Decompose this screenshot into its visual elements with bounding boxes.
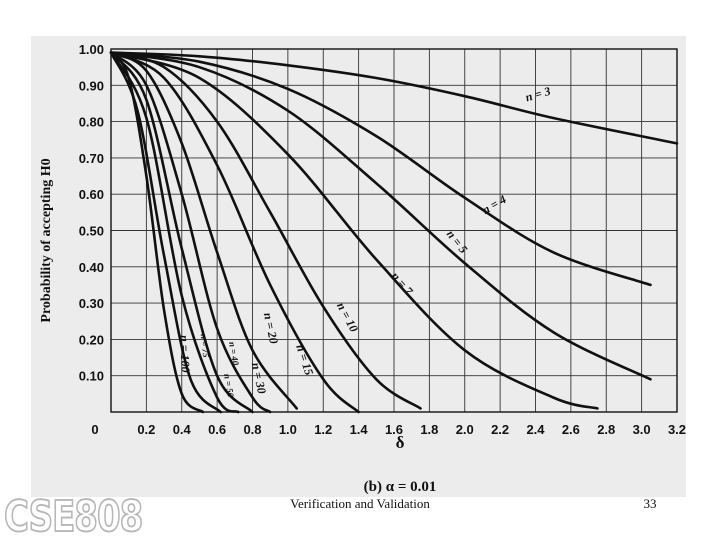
x-tick-label: 1.4	[350, 422, 369, 437]
page-number: 33	[643, 496, 657, 511]
series-line	[109, 51, 205, 414]
x-tick-label: 1.8	[420, 422, 438, 437]
cse808-logo: CSE808	[3, 491, 144, 542]
x-tick-label: 0.8	[243, 422, 261, 437]
y-tick-label: 0.90	[79, 78, 104, 93]
y-axis-label: Probability of accepting H0	[39, 158, 54, 322]
series-label: n = 75	[199, 333, 211, 358]
series-line	[109, 51, 298, 410]
series-label: n = 4	[479, 192, 508, 217]
series-line	[109, 51, 272, 414]
series-label: n = 15	[293, 343, 316, 377]
x-tick-label: 2.8	[597, 422, 615, 437]
y-tick-label: 0.20	[79, 332, 104, 347]
x-tick-label: 1.0	[279, 422, 297, 437]
x-tick-label: 1.2	[314, 422, 332, 437]
series-label: n = 40	[227, 341, 241, 367]
y-tick-label: 0.10	[79, 369, 104, 384]
x-tick-label: 0.4	[173, 422, 192, 437]
y-tick-label: 1.00	[79, 42, 104, 57]
series-label: n = 7	[389, 269, 417, 298]
footer-title: Verification and Validation	[290, 496, 430, 511]
chart-title: (b) α = 0.01	[364, 479, 437, 495]
series-label: n = 30	[249, 361, 269, 395]
series-line	[109, 51, 652, 381]
series-label: n = 50	[222, 373, 236, 399]
y-tick-label: 0.30	[79, 296, 104, 311]
chart-figure: 0 0.2 0.4 0.6 0.8 1.0 1.2 1.4 1.6 1.8 2.0 2.2 2.4 2.6…	[31, 36, 686, 497]
y-tick-label: 0.80	[79, 115, 104, 130]
series-line	[109, 51, 422, 410]
x-tick-label: 2.6	[562, 422, 580, 437]
x-tick-label: 2.2	[491, 422, 509, 437]
series-line	[109, 51, 254, 414]
series-label: n = 20	[261, 311, 281, 345]
series-line	[109, 51, 679, 145]
x-tick-label: 0.6	[208, 422, 226, 437]
series-line	[109, 51, 360, 414]
x-tick-label: 3.2	[668, 422, 686, 437]
x-tick-label: 0	[91, 422, 98, 437]
x-tick-label: 3.0	[633, 422, 651, 437]
x-tick-label: 0.2	[137, 422, 155, 437]
x-axis-label: δ	[396, 433, 405, 452]
y-tick-label: 0.70	[79, 151, 104, 166]
series-line	[109, 51, 599, 410]
x-tick-label: 2.4	[526, 422, 545, 437]
series-line	[109, 51, 240, 414]
series-label: n = 3	[524, 84, 552, 104]
series-label: n = 5	[444, 227, 471, 256]
series-label: n = 100	[177, 335, 192, 373]
series-line	[109, 51, 652, 287]
y-tick-label: 0.60	[79, 187, 104, 202]
chart: 0 0.2 0.4 0.6 0.8 1.0 1.2 1.4 1.6 1.8 2.0 2.2 2.4 2.6…	[39, 42, 686, 495]
y-tick-label: 0.50	[79, 224, 104, 239]
y-tick-label: 0.40	[79, 260, 104, 275]
plot-frame	[110, 48, 678, 413]
x-tick-label: 1.6	[385, 422, 403, 437]
x-tick-label: 2.0	[456, 422, 474, 437]
